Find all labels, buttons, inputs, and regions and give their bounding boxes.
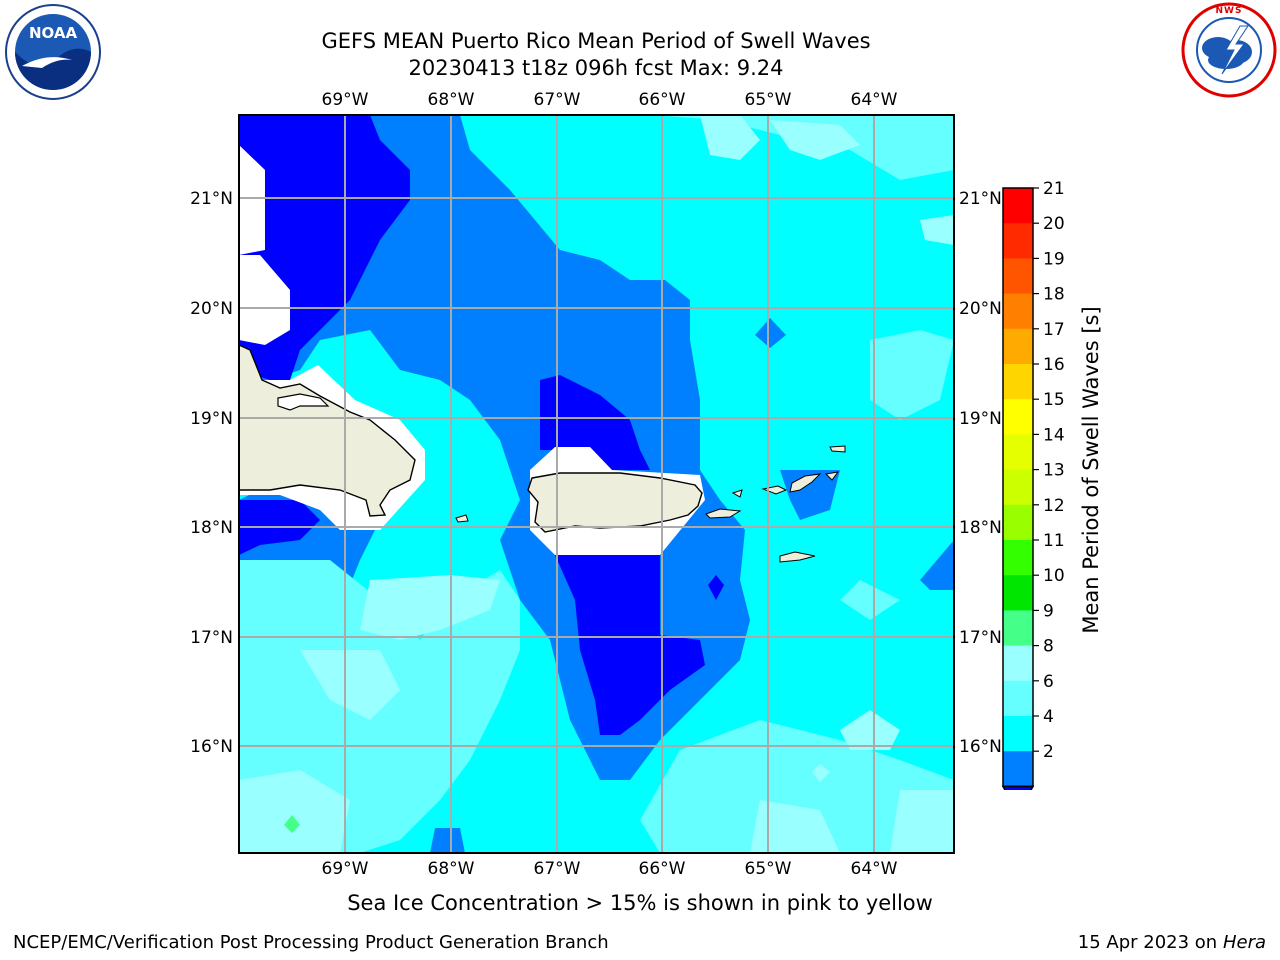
lat-label-left: 19°N [190,409,233,429]
lon-label-top: 67°W [534,90,581,110]
lon-label-bottom: 67°W [534,859,581,879]
lon-label-bottom: 66°W [639,859,686,879]
colorbar-segment [1003,223,1033,259]
lon-label-top: 69°W [322,90,369,110]
colorbar-tick-label: 6 [1043,672,1054,692]
lat-label-right: 19°N [959,409,1002,429]
chart-title-line1: GEFS MEAN Puerto Rico Mean Period of Swe… [321,29,871,53]
colorbar-tick-label: 19 [1043,249,1065,269]
colorbar-tick-label: 17 [1043,320,1065,340]
colorbar-label: Mean Period of Swell Waves [s] [1079,306,1103,633]
lat-label-left: 16°N [190,737,233,757]
colorbar-segment [1003,469,1033,506]
lat-label-left: 20°N [190,299,233,319]
lon-label-top: 68°W [428,90,475,110]
colorbar-tick-label: 10 [1043,566,1065,586]
colorbar-tick-label: 13 [1043,461,1065,481]
colorbar-tick-label: 14 [1043,425,1065,445]
colorbar-segment [1003,399,1033,435]
colorbar-segment [1003,504,1033,541]
nws-logo: NWS [1181,2,1277,98]
colorbar: 21 20 19 18 17 16 15 14 13 12 11 10 9 8 6 4 2 Mean Perio… [1001,180,1103,790]
lon-label-bottom: 68°W [428,859,475,879]
generation-date-text: 15 Apr 2023 on [1077,932,1223,953]
lat-label-right: 17°N [959,628,1002,648]
map-frame [238,114,955,854]
lon-label-top: 66°W [639,90,686,110]
colorbar-tick-label: 2 [1043,742,1054,762]
colorbar-segment [1003,610,1033,647]
colorbar-segment [1003,328,1033,365]
colorbar-segment [1003,575,1033,611]
lon-label-bottom: 65°W [745,859,792,879]
colorbar-tick-label: 20 [1043,214,1065,234]
colorbar-tick-label: 21 [1043,180,1065,199]
colorbar-segment [1003,716,1033,752]
colorbar-tick-label: 15 [1043,390,1065,410]
colorbar-segment [1003,364,1033,400]
lat-label-right: 21°N [959,189,1002,209]
lat-label-left: 18°N [190,518,233,538]
lat-label-right: 20°N [959,299,1002,319]
lat-label-left: 17°N [190,628,233,648]
colorbar-segment [1003,540,1033,576]
colorbar-segment [1003,293,1033,330]
colorbar-tick-label: 9 [1043,601,1054,621]
lat-label-left: 21°N [190,189,233,209]
colorbar-tick-label: 16 [1043,355,1065,375]
colorbar-tick-label: 18 [1043,285,1065,305]
chart-title-line2: 20230413 t18z 096h fcst Max: 9.24 [408,56,784,80]
colorbar-tick-label: 11 [1043,531,1065,551]
host-name: Hera [1222,932,1266,953]
colorbar-segment [1003,680,1033,717]
colorbar-segment [1003,188,1033,224]
lat-label-right: 18°N [959,518,1002,538]
colorbar-segment [1003,258,1033,295]
lon-label-top: 65°W [745,90,792,110]
colorbar-segment [1003,751,1033,787]
map-grid [239,115,954,853]
colorbar-segment [1003,645,1033,682]
noaa-logo-text: NOAA [29,24,78,42]
lon-label-bottom: 69°W [322,859,369,879]
lon-label-bottom: 64°W [851,859,898,879]
generation-date: 15 Apr 2023 on Hera [1078,932,1266,953]
lon-label-top: 64°W [851,90,898,110]
colorbar-tick-label: 12 [1043,496,1065,516]
lat-label-right: 16°N [959,737,1002,757]
svg-text:NWS: NWS [1216,6,1243,16]
producer-credit: NCEP/EMC/Verification Post Processing Pr… [13,932,609,953]
sea-ice-note: Sea Ice Concentration > 15% is shown in … [347,891,933,915]
noaa-logo: NOAA [5,4,101,100]
colorbar-tick-label: 8 [1043,637,1054,657]
contour-band-6-8 [650,115,954,180]
land-puerto-rico [527,472,703,533]
land-hispaniola [239,344,416,517]
colorbar-frame [1002,187,1034,788]
colorbar-tick-label: 4 [1043,707,1054,727]
contour-band-8-9 [284,815,300,833]
colorbar-segment [1003,434,1033,471]
